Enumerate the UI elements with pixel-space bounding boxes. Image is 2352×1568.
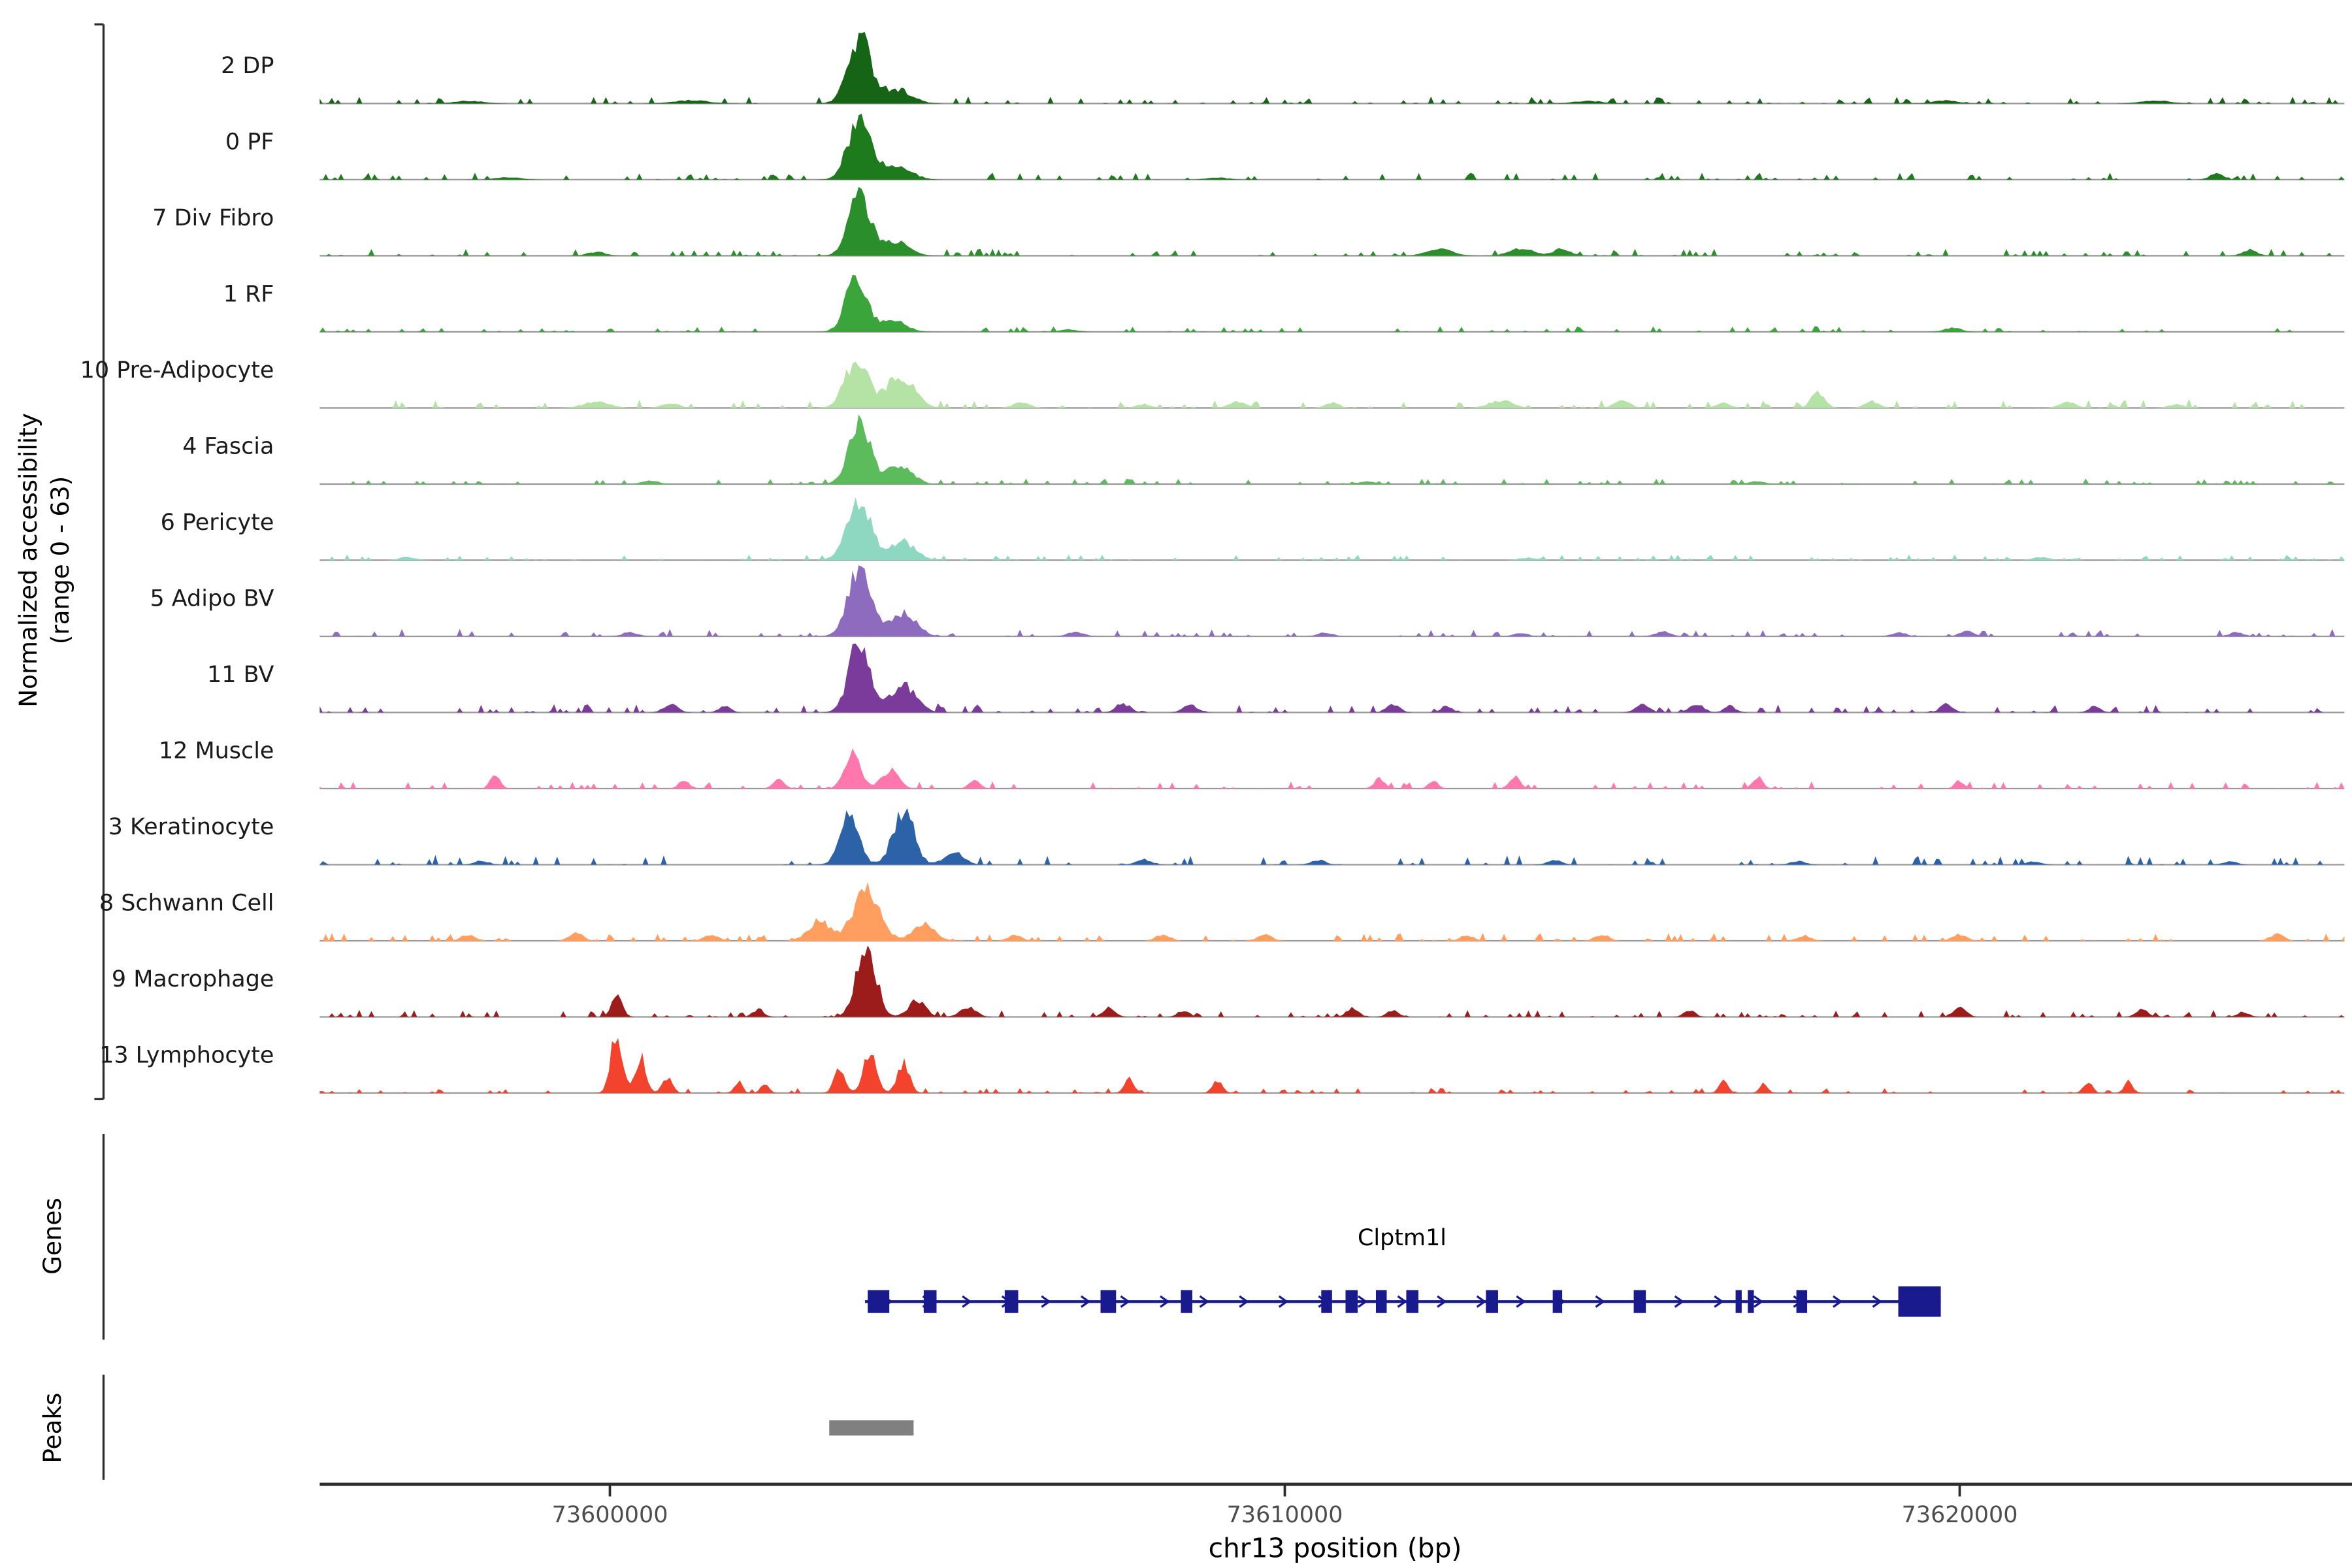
strand-arrow-icon xyxy=(1080,1295,1091,1308)
y-axis-label-line2: (range 0 - 63) xyxy=(46,476,74,645)
track-signal-7-div-fibro xyxy=(319,187,2345,256)
track-label: 11 BV xyxy=(207,662,274,688)
strand-arrow-icon xyxy=(1872,1295,1883,1308)
strand-arrow-icon xyxy=(1753,1295,1764,1308)
strand-arrow-icon xyxy=(1278,1295,1289,1308)
gene-exon xyxy=(1004,1290,1019,1313)
track-label: 8 Schwann Cell xyxy=(99,890,274,916)
track-signal-4-fascia xyxy=(319,414,2345,484)
track-signal-3-keratinocyte xyxy=(319,808,2345,865)
gene-exon xyxy=(1748,1290,1754,1313)
gene-exon xyxy=(923,1290,937,1313)
strand-arrow-icon xyxy=(1199,1295,1210,1308)
track-signal-2-dp xyxy=(319,31,2345,104)
track-label: 0 PF xyxy=(225,129,274,155)
gene-exon xyxy=(1735,1290,1742,1313)
signal-tracks: 2 DP 0 PF 7 Div Fibro 1 RF 10 Pre-Adipocyte 4… xyxy=(80,31,2345,1094)
track-signal-8-schwann-cell xyxy=(319,882,2345,941)
gene-name-label: Clptm1l xyxy=(1358,1225,1446,1251)
gene-exon xyxy=(1181,1290,1193,1313)
gene-model xyxy=(864,1286,1941,1317)
strand-arrow-icon xyxy=(1832,1295,1843,1308)
x-axis-tick-label: 73620000 xyxy=(1902,1502,2018,1528)
track-signal-6-pericyte xyxy=(319,497,2345,561)
x-axis-tick-label: 73600000 xyxy=(552,1502,668,1528)
track-signal-1-rf xyxy=(319,274,2345,332)
track-signal-12-muscle xyxy=(319,748,2345,789)
track-label: 1 RF xyxy=(223,281,274,307)
track-signal-10-pre-adipocyte xyxy=(319,361,2345,408)
gene-exon xyxy=(1321,1290,1332,1313)
strand-arrow-icon xyxy=(962,1295,972,1308)
gene-exon xyxy=(1633,1290,1646,1313)
peak-region-bar xyxy=(829,1420,914,1436)
strand-arrow-icon xyxy=(1358,1295,1368,1308)
peaks-section-label: Peaks xyxy=(38,1393,67,1463)
track-label: 5 Adipo BV xyxy=(150,585,274,612)
peak-calls xyxy=(829,1420,914,1436)
gene-exon xyxy=(1100,1290,1117,1313)
y-axis-label-line1: Normalized accessibility xyxy=(14,413,42,707)
track-signal-0-pf xyxy=(319,114,2345,180)
strand-arrow-icon xyxy=(1674,1295,1685,1308)
strand-arrow-icon xyxy=(1041,1295,1051,1308)
track-signal-5-adipo-bv xyxy=(319,565,2345,636)
strand-arrow-icon xyxy=(1437,1295,1447,1308)
strand-arrow-icon xyxy=(1120,1295,1130,1308)
track-label: 7 Div Fibro xyxy=(152,205,274,231)
track-label: 13 Lymphocyte xyxy=(99,1042,274,1068)
x-axis-title: chr13 position (bp) xyxy=(1209,1533,1462,1564)
track-label: 4 Fascia xyxy=(182,433,274,459)
tracks-axis-bracket xyxy=(94,23,105,1100)
strand-arrow-icon xyxy=(1516,1295,1526,1308)
gene-exon xyxy=(868,1290,890,1313)
strand-arrow-icon xyxy=(1595,1295,1605,1308)
x-axis: 73600000 73610000 73620000 xyxy=(319,1482,2352,1528)
strand-arrow-icon xyxy=(1476,1295,1487,1308)
gene-exon xyxy=(1406,1290,1419,1313)
genes-section-label: Genes xyxy=(38,1198,67,1275)
track-label: 10 Pre-Adipocyte xyxy=(80,357,274,384)
track-label: 9 Macrophage xyxy=(112,966,274,992)
x-axis-tick-label: 73610000 xyxy=(1227,1502,1343,1528)
gene-exon xyxy=(1375,1290,1387,1313)
strand-arrow-icon xyxy=(1239,1295,1249,1308)
gene-exon xyxy=(1345,1290,1358,1313)
track-label: 6 Pericyte xyxy=(161,510,274,536)
gene-exon xyxy=(1796,1290,1808,1313)
strand-arrow-icon xyxy=(1160,1295,1170,1308)
track-label: 3 Keratinocyte xyxy=(108,814,274,840)
track-label: 2 DP xyxy=(221,53,274,79)
gene-exon xyxy=(1486,1290,1498,1313)
track-label: 12 Muscle xyxy=(159,738,274,764)
gene-exon xyxy=(1552,1290,1563,1313)
strand-arrow-icon xyxy=(1397,1295,1408,1308)
track-signal-11-bv xyxy=(319,644,2345,713)
gene-exon xyxy=(1898,1286,1941,1317)
track-signal-9-macrophage xyxy=(319,945,2345,1017)
track-signal-13-lymphocyte xyxy=(319,1037,2345,1094)
strand-arrow-icon xyxy=(1714,1295,1724,1308)
